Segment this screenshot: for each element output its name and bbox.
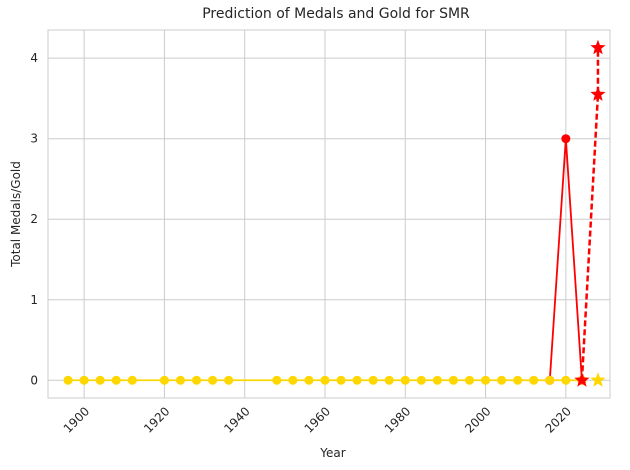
gold-medals-series [63, 375, 587, 385]
gold-medals-point [368, 375, 378, 385]
gold-medals-prediction-star-point [590, 372, 606, 387]
gold-medals-point [561, 375, 571, 385]
series-layer [63, 39, 606, 387]
plot-border [47, 29, 611, 399]
total-medals-prediction-series [574, 39, 606, 387]
gold-medals-point [224, 375, 234, 385]
y-axis-ticks: 0 1 2 3 4 [30, 51, 38, 387]
plot-area [48, 30, 610, 398]
gold-medals-point [416, 375, 426, 385]
gold-medals-point [529, 375, 539, 385]
gold-medals-point [127, 375, 137, 385]
gold-medals-point [272, 375, 282, 385]
x-axis-label: Year [319, 446, 345, 460]
y-tick-label: 3 [30, 132, 38, 146]
gold-medals-point [175, 375, 185, 385]
gold-medals-point [63, 375, 73, 385]
gold-medals-point [432, 375, 442, 385]
gold-medals-point [352, 375, 362, 385]
gold-medals-point [384, 375, 394, 385]
gold-medals-point [481, 375, 491, 385]
total-medals-prediction-line [580, 47, 600, 381]
total-medals-prediction-star-point [574, 372, 590, 387]
total-medals-prediction-star-point [590, 39, 606, 55]
gold-medals-point [336, 375, 346, 385]
gold-medals-point [79, 375, 89, 385]
gold-medals-point [448, 375, 458, 385]
gold-medals-point [497, 375, 507, 385]
gold-medals-point [192, 375, 202, 385]
y-axis-label: Total Medals/Gold [9, 161, 23, 268]
gold-medals-point [465, 375, 474, 385]
gold-medals-point [159, 375, 169, 385]
gold-medals-point [545, 375, 555, 385]
gold-medals-point [400, 375, 410, 385]
chart-title: Prediction of Medals and Gold for SMR [202, 6, 470, 22]
y-tick-label: 2 [30, 212, 38, 226]
y-tick-label: 1 [30, 293, 38, 307]
total-medals-prediction-star-point [590, 86, 606, 101]
plot-frame [47, 29, 611, 399]
gold-medals-point [288, 375, 298, 385]
gold-medals-point [111, 375, 121, 385]
gold-medals-prediction-series [590, 372, 606, 387]
total-medals-point [561, 134, 571, 144]
gold-medals-point [208, 375, 218, 385]
gold-medals-point [95, 375, 105, 385]
gold-medals-point [513, 375, 523, 385]
y-tick-label: 4 [30, 51, 38, 65]
gold-medals-point [320, 375, 330, 385]
gold-medals-point [304, 375, 314, 385]
y-tick-label: 0 [30, 373, 38, 387]
